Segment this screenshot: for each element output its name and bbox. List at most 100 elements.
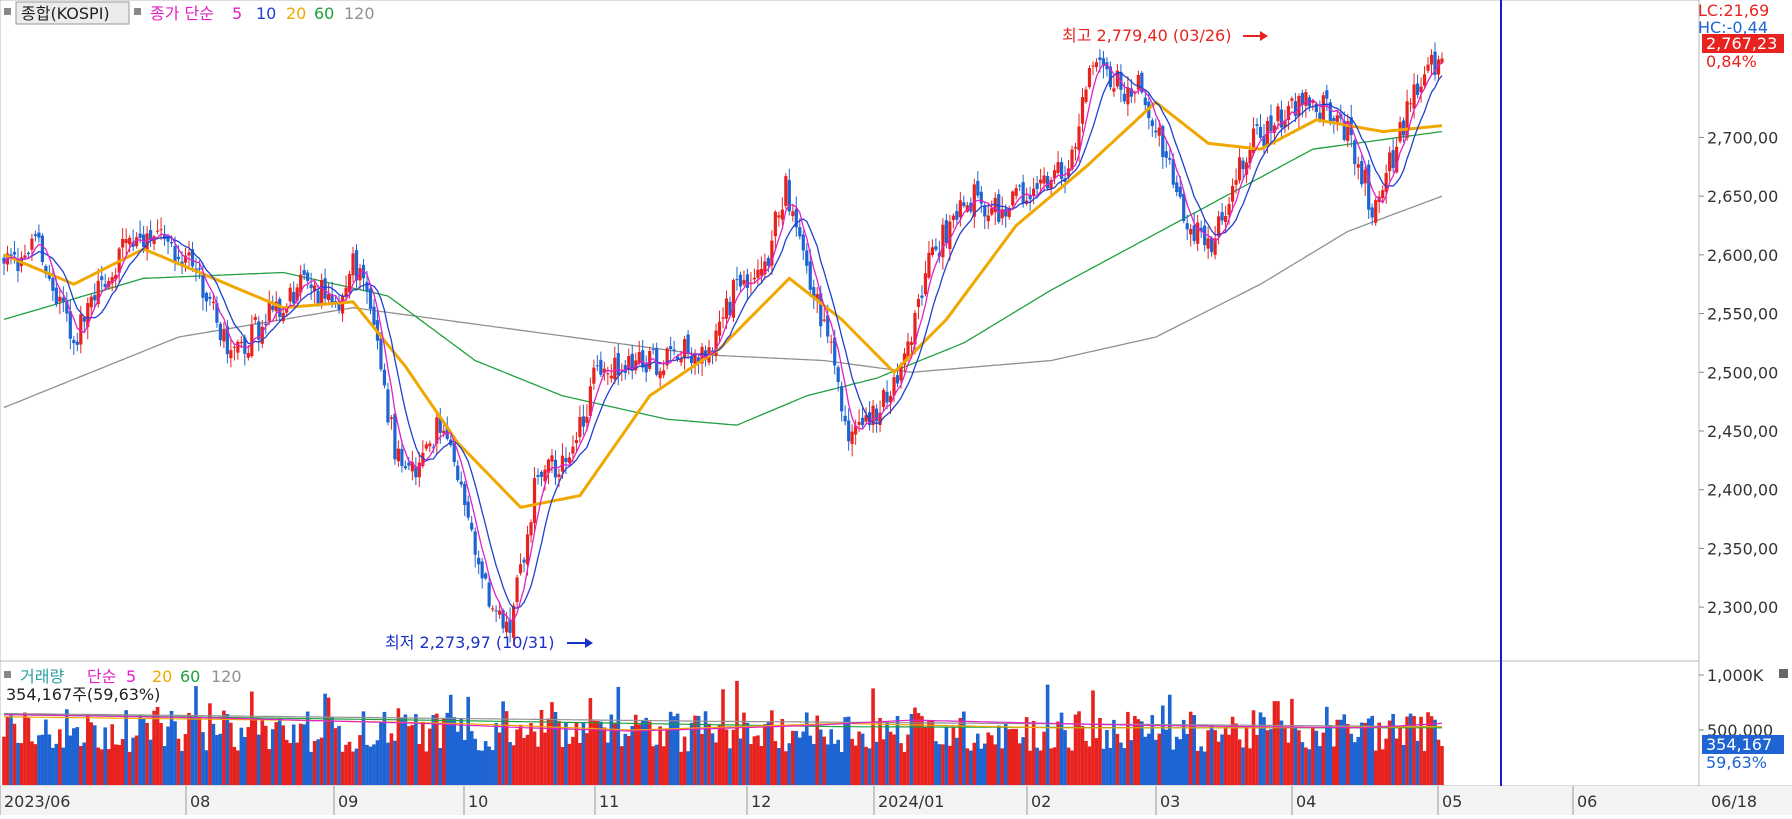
collapse-pane-icon[interactable] xyxy=(1779,669,1788,678)
candle-body xyxy=(941,224,945,258)
candle xyxy=(337,295,341,314)
candle-body xyxy=(1126,87,1130,105)
volume-bar xyxy=(1373,750,1378,785)
volume-bar xyxy=(920,716,924,785)
volume-bar xyxy=(752,736,757,785)
volume-bar xyxy=(651,746,655,785)
candle-body xyxy=(930,247,935,256)
candle xyxy=(344,275,348,302)
volume-bar xyxy=(389,733,394,785)
volume-bar xyxy=(640,720,645,785)
volume-bar xyxy=(1359,722,1364,785)
volume-bar xyxy=(1377,722,1381,785)
candle-body xyxy=(672,349,676,352)
candle-body xyxy=(1290,98,1294,101)
candle xyxy=(487,575,491,609)
index-name-box[interactable] xyxy=(15,1,130,25)
candle-body xyxy=(480,561,484,579)
candle-body xyxy=(51,277,55,291)
candle-body xyxy=(86,303,90,327)
volume-bar xyxy=(16,742,20,785)
candle xyxy=(1105,57,1109,77)
candle xyxy=(567,452,572,465)
volume-bar xyxy=(106,749,111,785)
volume-bar xyxy=(996,725,1001,785)
volume-bar xyxy=(1283,726,1287,785)
volume-bar xyxy=(934,741,938,785)
candle-body xyxy=(871,405,875,425)
volume-bar xyxy=(284,739,289,785)
candle-body xyxy=(424,444,428,449)
volume-bar xyxy=(913,707,917,785)
volume-bar xyxy=(1080,726,1085,785)
volume-bar xyxy=(452,717,457,785)
candle xyxy=(518,553,523,576)
candle xyxy=(103,273,107,291)
candle xyxy=(826,304,830,344)
candle xyxy=(686,330,690,360)
volume-bar xyxy=(1119,742,1123,785)
volume-bar xyxy=(518,724,523,785)
candle-body xyxy=(1307,97,1311,107)
candle-body xyxy=(728,301,732,316)
candle-body xyxy=(1049,180,1053,189)
volume-bar xyxy=(1000,748,1005,785)
candle xyxy=(1419,77,1423,103)
candle-body xyxy=(1279,109,1284,128)
volume-bar xyxy=(1328,725,1333,785)
volume-bar xyxy=(955,737,959,785)
candle xyxy=(159,217,163,241)
volume-bar xyxy=(749,744,753,785)
candle-body xyxy=(585,416,589,423)
volume-bar xyxy=(654,744,659,785)
candle-body xyxy=(236,341,240,353)
candle-body xyxy=(1384,172,1388,192)
candle-body xyxy=(379,338,383,370)
volume-bar xyxy=(1338,719,1343,785)
volume-bar xyxy=(1440,746,1444,785)
index-name: 종합(KOSPI) xyxy=(21,4,110,23)
volume-bar xyxy=(1366,718,1371,785)
volume-bar xyxy=(1307,749,1312,785)
candle-body xyxy=(232,346,236,348)
candle xyxy=(1367,159,1371,219)
volume-bar xyxy=(236,750,240,785)
candle-body xyxy=(1318,112,1322,122)
volume-bar xyxy=(1234,723,1238,785)
candle-body xyxy=(1415,83,1420,95)
candle xyxy=(1335,109,1339,131)
candle-body xyxy=(1405,101,1409,138)
volume-bar xyxy=(1129,740,1134,785)
volume-bar xyxy=(1073,714,1078,785)
candle xyxy=(658,367,662,387)
candle-body xyxy=(787,180,791,212)
candle-body xyxy=(1269,115,1273,132)
candle-body xyxy=(176,256,181,260)
candle-body xyxy=(892,377,896,396)
candle-body xyxy=(145,233,149,251)
volume-bar xyxy=(358,735,362,785)
volume-bar xyxy=(134,735,139,785)
candle-body xyxy=(354,250,359,281)
y-tick-label: 2,550,00 xyxy=(1707,305,1778,324)
candle xyxy=(386,382,390,426)
candle-body xyxy=(93,295,97,301)
volume-bar xyxy=(494,723,498,785)
candle-body xyxy=(578,416,582,438)
volume-bar xyxy=(1014,728,1018,785)
volume-bar xyxy=(599,721,603,785)
candle xyxy=(1112,76,1116,97)
candle xyxy=(850,424,854,457)
volume-bar xyxy=(564,722,568,785)
candle-body xyxy=(627,356,631,370)
price-legend: 종합(KOSPI) 종가 단순 5 10 20 60 120 xyxy=(4,1,375,25)
volume-bar xyxy=(1349,733,1354,785)
candle-body xyxy=(44,265,48,275)
volume-bar xyxy=(818,729,823,785)
volume-bar xyxy=(1188,711,1193,785)
candle xyxy=(745,268,750,301)
volume-bar xyxy=(333,728,338,785)
candle-body xyxy=(1007,208,1011,218)
candle xyxy=(267,290,271,326)
